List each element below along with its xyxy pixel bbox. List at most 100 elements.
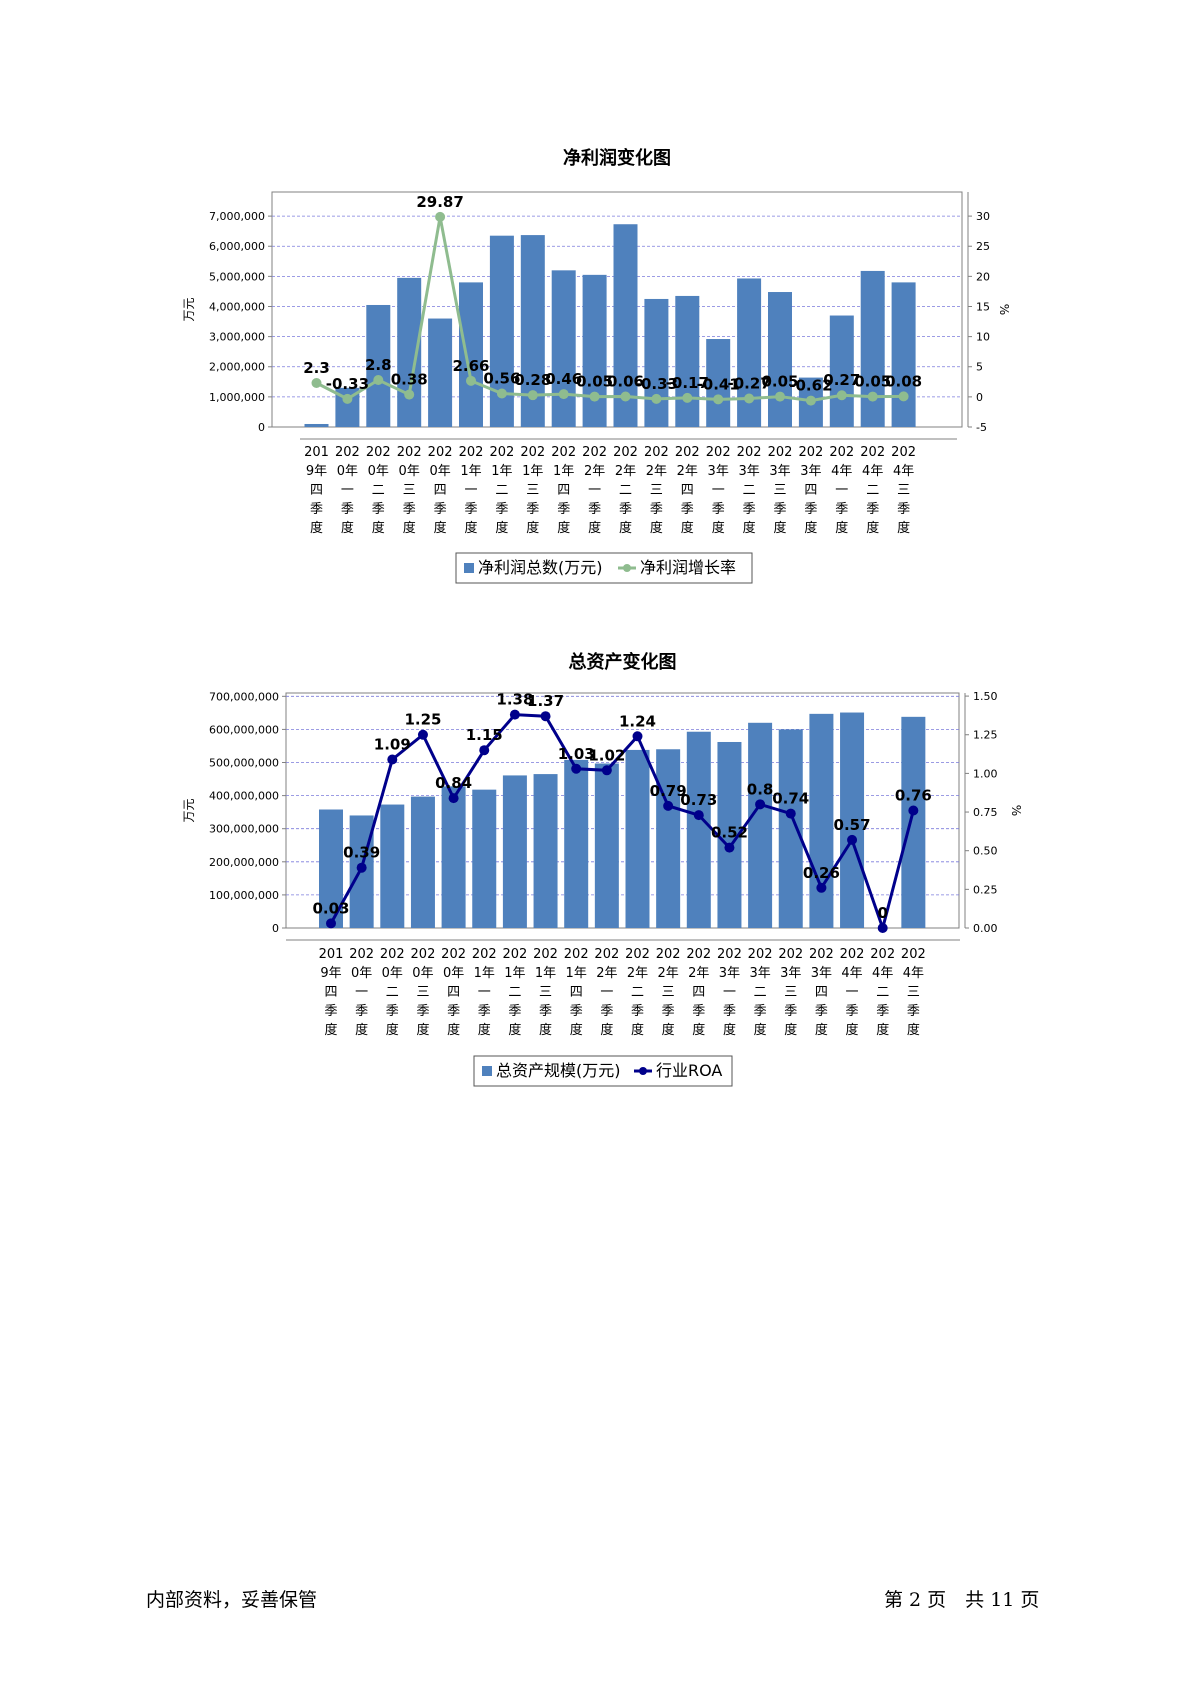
data-label: 29.87 bbox=[416, 193, 463, 211]
data-label: 2.8 bbox=[365, 356, 392, 374]
x-tick-label: 202 3年四季度 bbox=[809, 947, 834, 1038]
data-label: 1.24 bbox=[619, 712, 656, 730]
series-point bbox=[877, 923, 888, 933]
total-assets-chart-svg: 总资产变化图 0 100,000,000 200,000,000 300,000,000… bbox=[182, 651, 1023, 1087]
y2-axis-title: % bbox=[997, 304, 1011, 315]
data-label: 0.27 bbox=[823, 371, 860, 389]
x-tick-label: 202 0年四季度 bbox=[428, 445, 453, 536]
x-tick-label: 202 3年二季度 bbox=[748, 947, 773, 1038]
x-tick-label: 202 1年四季度 bbox=[564, 947, 589, 1038]
x-tick-label: 202 4年一季度 bbox=[829, 445, 854, 536]
x-tick-label: 202 0年三季度 bbox=[411, 947, 436, 1038]
series-point bbox=[898, 391, 909, 402]
y2-tick-label: 20 bbox=[976, 270, 990, 283]
series-point bbox=[663, 800, 674, 811]
data-label: 0.38 bbox=[391, 371, 428, 389]
legend-bar-label: 净利润总数(万元) bbox=[478, 558, 603, 577]
series-point bbox=[558, 389, 569, 400]
legend-line-marker bbox=[623, 564, 631, 572]
data-label: 0.57 bbox=[834, 816, 871, 834]
x-tick-label: 202 2年四季度 bbox=[686, 947, 711, 1038]
data-label: 0.8 bbox=[747, 780, 774, 798]
x-tick-label: 202 1年四季度 bbox=[551, 445, 576, 536]
data-label: 0.06 bbox=[607, 373, 644, 391]
series-line bbox=[329, 713, 915, 934]
series-point bbox=[527, 390, 538, 401]
series-point bbox=[620, 391, 631, 402]
series-point bbox=[373, 375, 384, 385]
data-label: 0.56 bbox=[483, 369, 520, 387]
total-assets-chart: 总资产变化图 0 100,000,000 200,000,000 300,000,000… bbox=[0, 640, 1191, 1100]
y-tick-label: 600,000,000 bbox=[209, 723, 279, 736]
data-label: 0.28 bbox=[514, 371, 551, 389]
bar bbox=[533, 774, 558, 928]
y-tick-label: 4,000,000 bbox=[209, 300, 265, 313]
y-axis-title: 万元 bbox=[182, 297, 196, 321]
y-tick-label: 700,000,000 bbox=[209, 690, 279, 703]
x-tick-label: 202 1年三季度 bbox=[533, 947, 558, 1038]
bar bbox=[829, 315, 854, 427]
y2-tick-label: 1.50 bbox=[973, 690, 998, 703]
series-point bbox=[651, 393, 662, 404]
series-point bbox=[836, 390, 847, 401]
series-point bbox=[785, 808, 796, 819]
y2-tick-label: 0.75 bbox=[973, 806, 998, 819]
x-tick-label: 202 0年一季度 bbox=[335, 445, 360, 536]
data-label: 1.15 bbox=[466, 726, 503, 744]
data-label: 1.02 bbox=[588, 746, 625, 764]
y2-tick-label: 25 bbox=[976, 240, 990, 253]
data-label: 0.74 bbox=[772, 790, 809, 808]
legend-bar-swatch bbox=[464, 563, 474, 573]
y-tick-label: 400,000,000 bbox=[209, 790, 279, 803]
legend-line-marker bbox=[639, 1067, 647, 1075]
data-label: -0.33 bbox=[635, 375, 678, 393]
x-tick-label: 202 4年三季度 bbox=[901, 947, 926, 1038]
x-tick-label: 202 2年一季度 bbox=[582, 445, 607, 536]
x-tick-label: 202 1年三季度 bbox=[520, 445, 545, 536]
y-tick-label: 0 bbox=[258, 421, 265, 434]
bar bbox=[686, 731, 711, 928]
series-point bbox=[908, 805, 919, 816]
x-tick-label: 202 0年二季度 bbox=[366, 445, 391, 536]
x-tick-label: 202 3年一季度 bbox=[706, 445, 731, 536]
bar bbox=[564, 759, 589, 928]
bar bbox=[441, 786, 466, 928]
y-tick-label: 100,000,000 bbox=[209, 889, 279, 902]
series-point bbox=[356, 862, 367, 873]
data-label: -0.41 bbox=[697, 375, 740, 393]
bar bbox=[891, 282, 916, 427]
series-point bbox=[775, 391, 785, 402]
x-tick-label: 202 0年三季度 bbox=[397, 445, 422, 536]
data-label: 0.26 bbox=[803, 864, 840, 882]
x-tick-label: 202 1年一季度 bbox=[459, 445, 484, 536]
y2-tick-label: 0.00 bbox=[973, 922, 998, 935]
bar bbox=[644, 298, 669, 427]
y-tick-label: 7,000,000 bbox=[209, 210, 265, 223]
data-label: 2.3 bbox=[303, 359, 330, 377]
data-label: 0.79 bbox=[650, 782, 687, 800]
series-point bbox=[816, 882, 827, 893]
x-tick-label: 202 3年三季度 bbox=[768, 445, 793, 536]
data-label: -0.33 bbox=[326, 375, 369, 393]
series-point bbox=[744, 393, 755, 404]
y2-tick-label: 30 bbox=[976, 210, 990, 223]
series-point bbox=[540, 711, 551, 722]
bar bbox=[748, 722, 773, 928]
data-label: 0.05 bbox=[576, 373, 613, 391]
series-point bbox=[755, 799, 766, 810]
x-tick-label: 202 4年二季度 bbox=[870, 947, 895, 1038]
series-point bbox=[601, 765, 612, 776]
x-tick-label: 202 1年二季度 bbox=[489, 445, 514, 536]
series-point bbox=[867, 391, 878, 402]
series-point bbox=[342, 393, 353, 404]
bar bbox=[860, 270, 885, 427]
y2-tick-label: 5 bbox=[976, 361, 983, 374]
y-tick-label: 2,000,000 bbox=[209, 361, 265, 374]
series-point bbox=[632, 731, 643, 742]
data-label: 0.76 bbox=[895, 787, 932, 805]
series-point bbox=[713, 394, 724, 405]
data-label: 1.25 bbox=[404, 711, 441, 729]
bar bbox=[366, 304, 391, 427]
y-tick-label: 6,000,000 bbox=[209, 240, 265, 253]
data-label: 0.73 bbox=[680, 791, 717, 809]
